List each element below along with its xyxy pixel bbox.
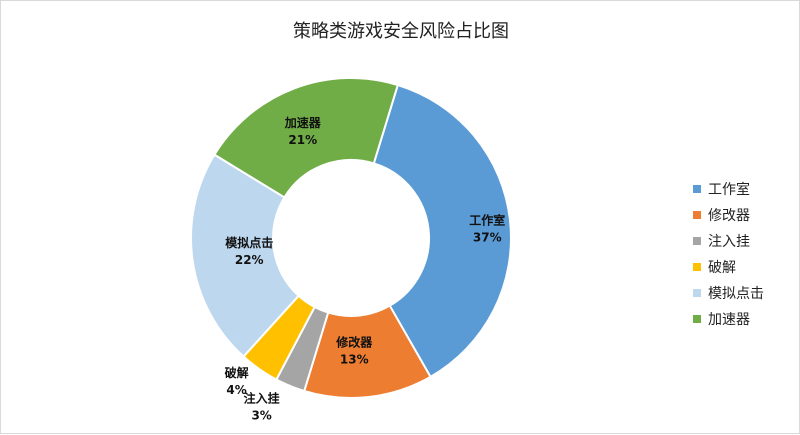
- chart-legend: 工作室修改器注入挂破解模拟点击加速器: [693, 176, 764, 332]
- legend-item: 加速器: [693, 306, 764, 332]
- legend-item: 模拟点击: [693, 280, 764, 306]
- legend-item: 破解: [693, 254, 764, 280]
- slice-label-name: 工作室: [469, 213, 505, 228]
- slice-label-value: 3%: [251, 408, 271, 422]
- legend-label: 工作室: [708, 182, 750, 198]
- legend-item: 修改器: [693, 202, 764, 228]
- slice-6: [213, 77, 400, 199]
- slice-label-name: 加速器: [284, 115, 322, 130]
- slice-label-value: 21%: [288, 133, 317, 147]
- slice-label-name: 破解: [225, 365, 249, 380]
- legend-swatch: [693, 289, 701, 297]
- legend-swatch: [693, 185, 701, 193]
- legend-label: 模拟点击: [708, 286, 764, 302]
- slice-label-value: 13%: [340, 352, 369, 366]
- legend-item: 工作室: [693, 176, 764, 202]
- slice-label-name: 注入挂: [244, 390, 280, 405]
- slice-5: [190, 153, 301, 358]
- legend-label: 注入挂: [708, 234, 750, 250]
- legend-label: 加速器: [708, 312, 750, 328]
- legend-swatch: [693, 263, 701, 271]
- chart-title: 策略类游戏安全风险占比图: [293, 21, 509, 42]
- legend-item: 注入挂: [693, 228, 764, 254]
- slice-label-name: 修改器: [335, 334, 373, 349]
- legend-label: 破解: [708, 260, 736, 276]
- legend-swatch: [693, 211, 701, 219]
- slice-label-name: 模拟点击: [225, 235, 273, 250]
- slice-1: [372, 83, 512, 379]
- legend-swatch: [693, 237, 701, 245]
- slice-label-value: 37%: [473, 231, 502, 245]
- slice-label-value: 4%: [226, 383, 246, 397]
- legend-label: 修改器: [708, 208, 750, 224]
- legend-swatch: [693, 315, 701, 323]
- slice-label-value: 22%: [235, 253, 264, 267]
